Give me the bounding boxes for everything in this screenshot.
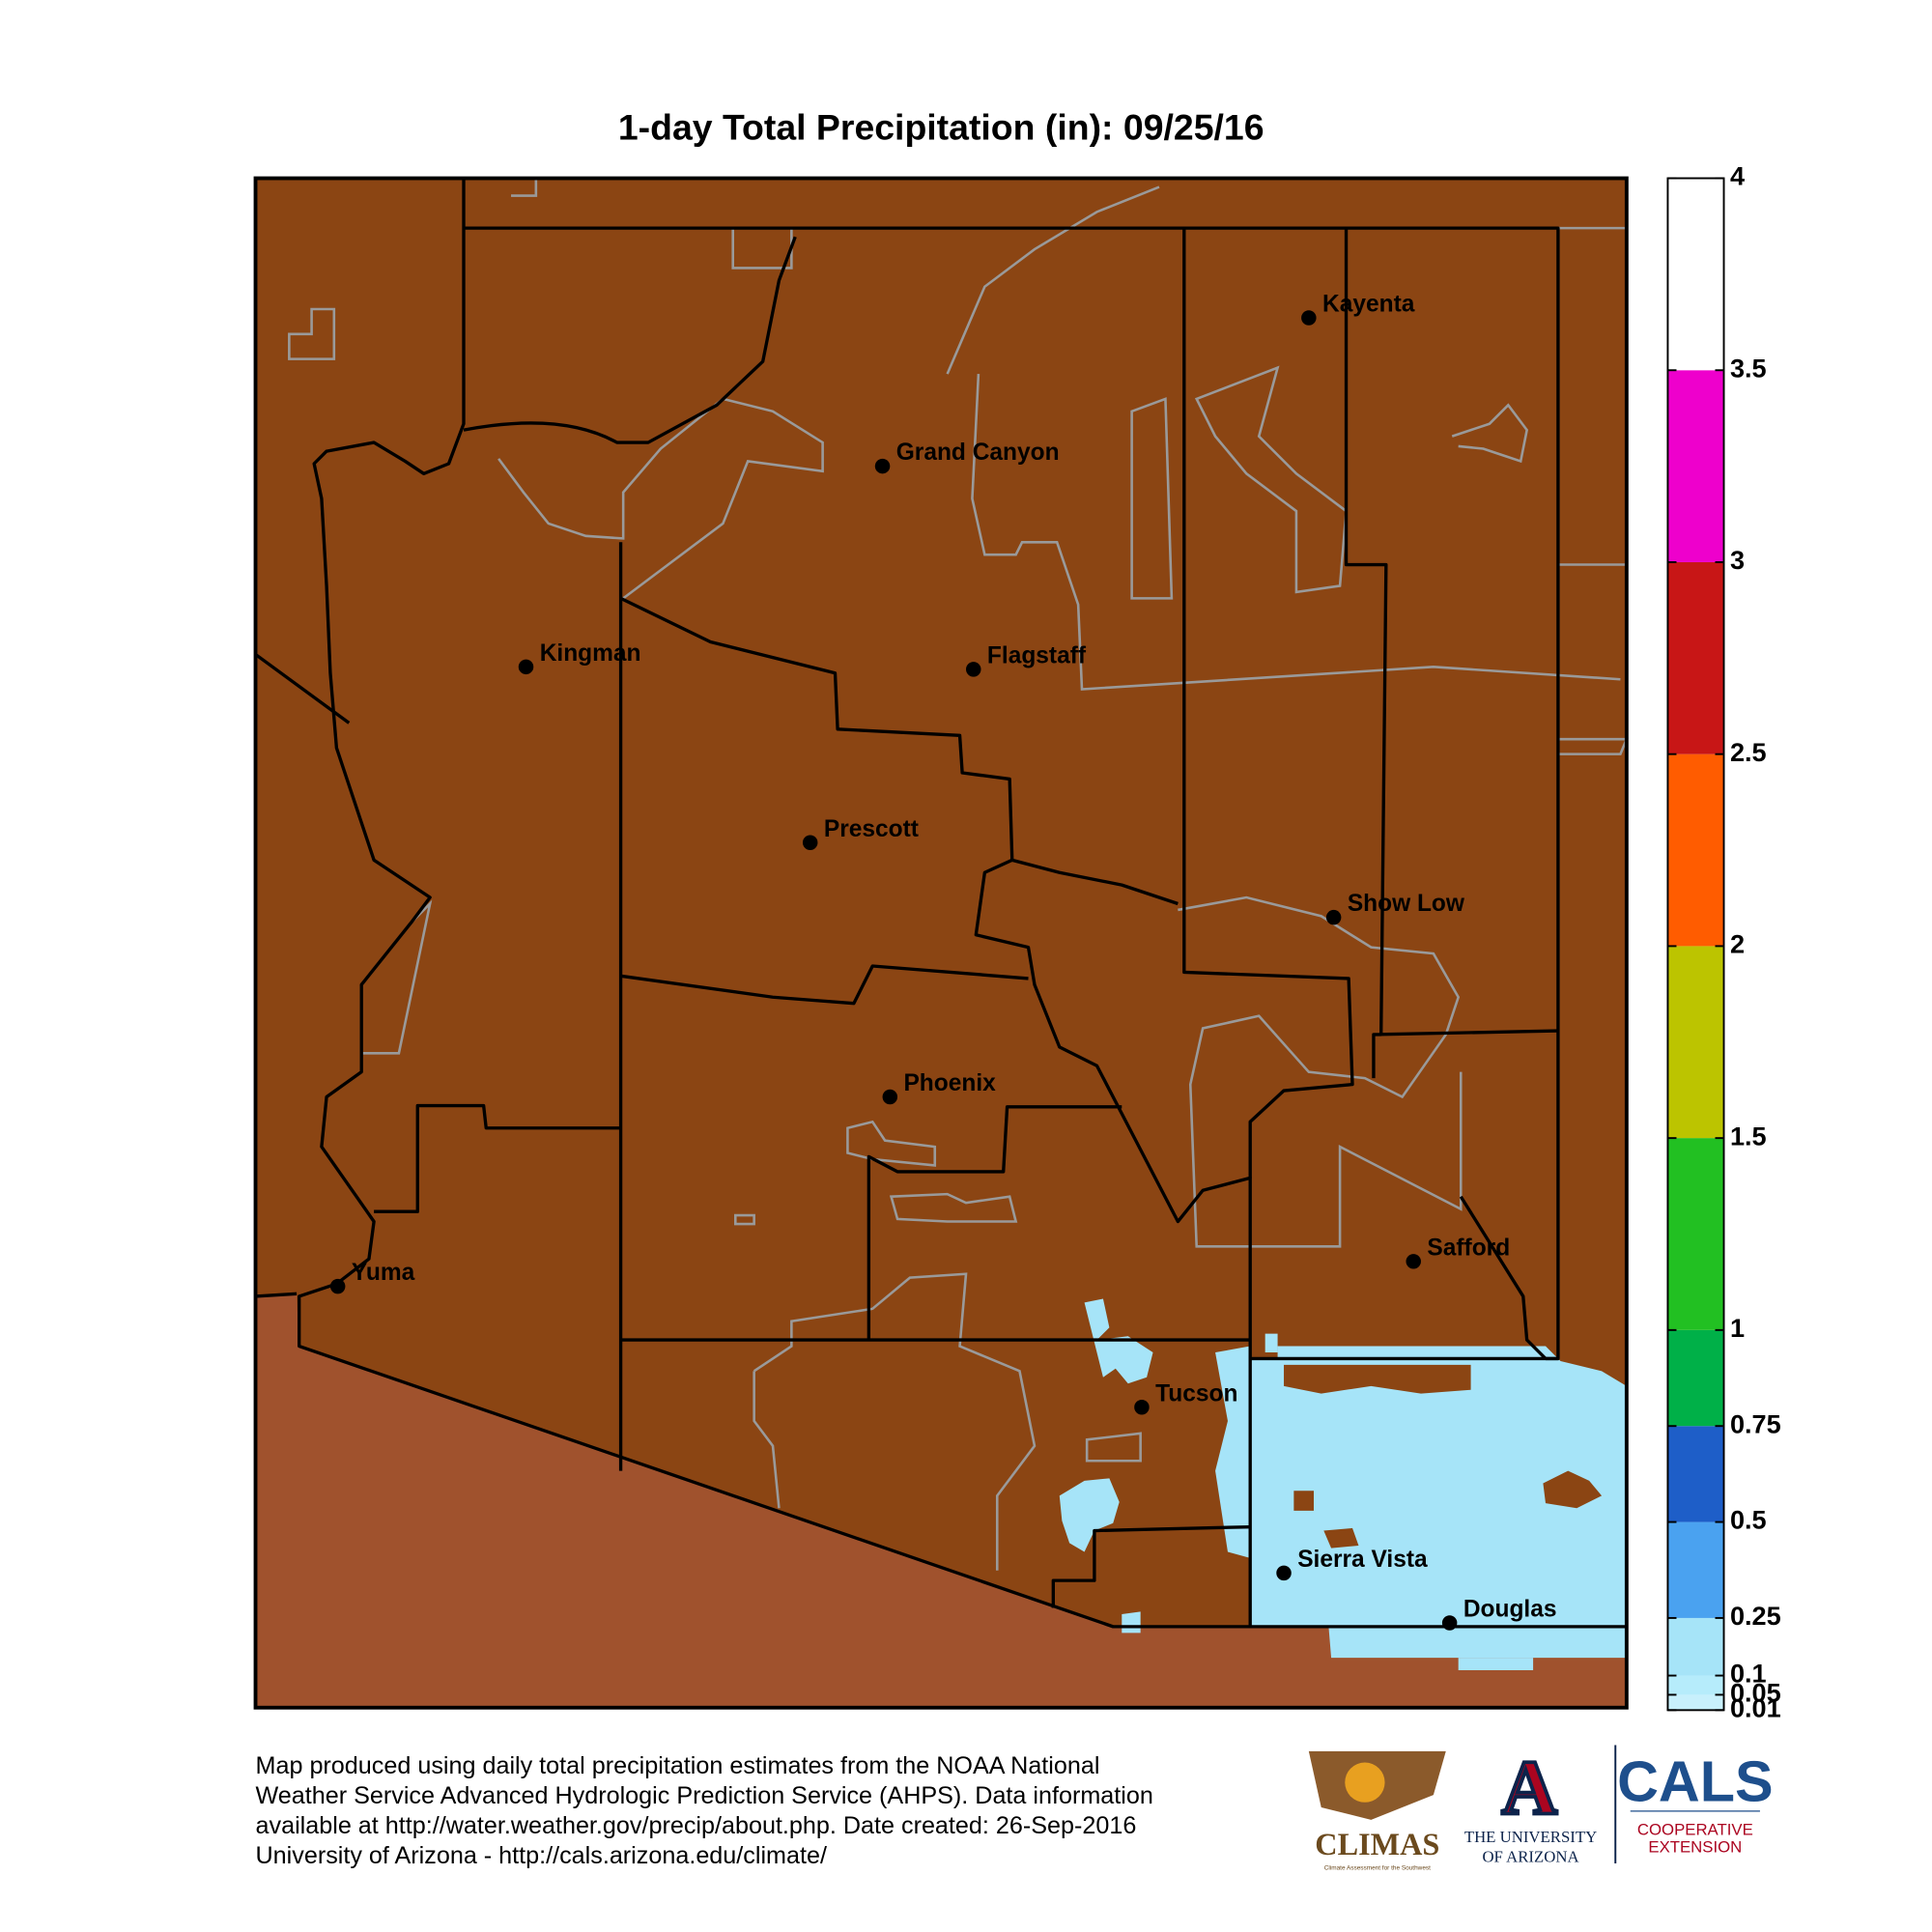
city-label: Kayenta [1322,292,1415,318]
ua-name: THE UNIVERSITY [1464,1828,1597,1846]
footer-line: Weather Service Advanced Hydrologic Pred… [256,1782,1153,1809]
tick-label: 3.5 [1730,353,1767,383]
dry-area [1284,1364,1603,1548]
city-label: Prescott [824,816,919,842]
ua-name: OF ARIZONA [1482,1848,1578,1866]
tick-label: 0.75 [1730,1408,1781,1438]
city-marker [802,835,818,850]
map: Kayenta Grand Canyon Kingman Flagstaff Presc… [253,176,1629,1710]
tick-label: 1.5 [1730,1121,1767,1151]
footer-line: University of Arizona - http://cals.ariz… [256,1842,827,1869]
cals-sub: EXTENSION [1648,1837,1742,1856]
climas-logo: CLIMAS [1315,1827,1439,1861]
ua-mark: A [1501,1746,1557,1831]
color-band [1667,1138,1724,1330]
cals-sub: COOPERATIVE [1637,1820,1753,1838]
climas-sun [1345,1762,1385,1803]
color-band [1667,1694,1724,1711]
color-band [1667,1617,1724,1676]
tick-label: 0.01 [1730,1692,1781,1722]
color-band [1667,753,1724,947]
city-marker [518,659,534,675]
footer-line: Map produced using daily total precipita… [256,1752,1100,1779]
color-band [1667,178,1724,371]
color-band [1667,561,1724,754]
footer: Map produced using daily total precipita… [256,1752,1153,1869]
tick-label: 0.5 [1730,1505,1767,1535]
colorbar: 0.010.050.1 0.25 0.5 0.75 1 1.5 2 2.5 3 3.5 4 [1666,161,1781,1722]
logos: CLIMAS Climate Assessment for the Southw… [1308,1744,1774,1871]
city-marker [1406,1254,1421,1269]
city-marker [874,458,891,474]
colorbar-frame [1666,177,1725,1712]
city-label: Phoenix [903,1070,996,1096]
city-label: Kingman [540,640,641,667]
footer-line: available at http://water.weather.gov/pr… [256,1812,1137,1839]
tick-label: 2.5 [1730,737,1767,767]
city-marker [882,1089,898,1105]
color-band [1667,1426,1724,1522]
climas-sub: Climate Assessment for the Southwest [1324,1864,1431,1871]
tick-label: 3 [1730,545,1745,575]
tick-label: 0.1 [1730,1659,1767,1689]
city-label: Safford [1427,1235,1510,1261]
city-marker [329,1278,346,1294]
cals-logo: CALS [1617,1749,1774,1814]
city-marker [966,662,981,677]
tick-label: 0.05 [1730,1678,1781,1708]
tick-label: 4 [1730,161,1745,191]
city-marker [1325,909,1342,925]
color-band [1667,1675,1724,1695]
color-band [1667,1521,1724,1618]
tick-label: 0.25 [1730,1601,1781,1631]
city-marker [1276,1565,1292,1581]
tick-label: 1 [1730,1313,1745,1343]
color-band [1667,1329,1724,1427]
city-label: Flagstaff [987,642,1087,668]
city-label: Show Low [1348,891,1465,917]
city-marker [1134,1400,1150,1415]
map-frame [253,176,1629,1710]
city-marker [1301,310,1317,326]
city-label: Yuma [352,1260,415,1286]
city-label: Grand Canyon [896,440,1060,466]
tick-label: 2 [1730,929,1745,959]
city-label: Sierra Vista [1297,1547,1428,1573]
color-band [1667,946,1724,1139]
color-band [1667,370,1724,562]
city-marker [1441,1615,1458,1631]
county-lines [254,178,1627,1629]
mexico [255,1293,1627,1708]
map-title: 1-day Total Precipitation (in): 09/25/16 [618,107,1264,148]
city-label: Tucson [1155,1380,1237,1406]
cities: Kayenta Grand Canyon Kingman Flagstaff Presc… [329,292,1557,1631]
city-label: Douglas [1463,1597,1557,1623]
